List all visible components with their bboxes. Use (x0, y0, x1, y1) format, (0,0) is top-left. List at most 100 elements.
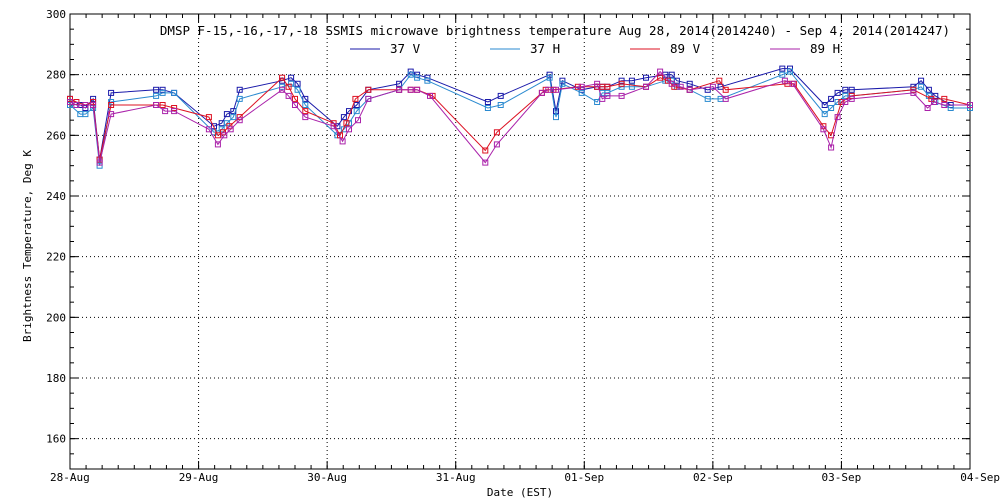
x-tick-label: 04-Sep (960, 471, 1000, 484)
data-point (493, 129, 500, 136)
data-point (722, 95, 729, 102)
data-point (559, 77, 566, 84)
data-point (343, 120, 350, 127)
data-point (294, 80, 301, 87)
data-point (910, 86, 917, 93)
data-point (407, 86, 414, 93)
x-tick-label: 28-Aug (50, 471, 90, 484)
y-tick-label: 280 (46, 69, 66, 82)
data-point (559, 80, 566, 87)
data-point (236, 95, 243, 102)
data-point (159, 102, 166, 108)
data-point (578, 83, 585, 90)
data-point (288, 74, 295, 81)
data-point (355, 117, 361, 124)
data-point (292, 95, 298, 102)
x-axis-label: Date (EST) (487, 486, 553, 499)
legend-label: 37 V (390, 41, 421, 56)
data-point (285, 83, 292, 90)
data-point (834, 99, 841, 105)
data-point (482, 159, 489, 166)
data-point (407, 68, 414, 75)
data-point (221, 132, 228, 139)
data-point (162, 108, 169, 115)
y-tick-label: 160 (46, 433, 66, 446)
data-point (594, 99, 601, 105)
data-point (821, 111, 828, 118)
data-point (842, 99, 849, 105)
x-tick-label: 29-Aug (179, 471, 219, 484)
data-point (931, 99, 937, 105)
data-point (159, 86, 166, 93)
data-point (789, 80, 796, 87)
data-point (67, 99, 73, 105)
data-point (353, 102, 360, 108)
data-point (828, 105, 835, 111)
data-point (497, 92, 504, 99)
data-point (396, 86, 403, 93)
data-point (236, 86, 243, 93)
x-tick-label: 02-Sep (693, 471, 733, 484)
data-point (230, 114, 237, 121)
data-point (941, 95, 948, 102)
data-point (618, 92, 625, 99)
data-point (353, 108, 360, 115)
data-point (545, 86, 552, 93)
data-point (618, 80, 625, 87)
data-point (779, 65, 786, 72)
data-point (414, 86, 421, 93)
data-point (82, 102, 89, 108)
data-point (643, 83, 649, 90)
data-point (779, 71, 786, 78)
data-point (668, 71, 675, 78)
data-point (159, 89, 166, 96)
data-point (226, 123, 233, 130)
data-point (657, 74, 664, 81)
data-point (346, 108, 352, 115)
data-point (618, 77, 625, 84)
data-point (820, 126, 827, 133)
data-point (96, 162, 103, 169)
data-point (108, 102, 115, 108)
legend-entry: 89 V (630, 41, 701, 56)
data-point (628, 83, 635, 90)
data-point (828, 95, 835, 102)
data-point (781, 77, 788, 84)
data-point (211, 123, 217, 130)
data-point (205, 114, 212, 121)
y-tick-label: 200 (46, 311, 66, 324)
data-point (153, 102, 160, 108)
data-point (279, 74, 286, 81)
data-point (424, 77, 431, 84)
data-point (842, 92, 849, 99)
data-point (594, 80, 601, 87)
data-point (294, 86, 301, 93)
data-point (578, 89, 585, 96)
data-point (205, 126, 212, 133)
data-point (171, 108, 178, 115)
legend-label: 37 H (530, 41, 560, 56)
y-tick-label: 260 (46, 129, 66, 142)
data-point (828, 144, 835, 151)
data-point (941, 102, 948, 108)
data-point (90, 95, 97, 102)
data-point (628, 77, 635, 84)
data-point (553, 86, 559, 93)
series-line (69, 70, 970, 166)
data-point (538, 89, 545, 96)
data-point (664, 77, 671, 84)
data-point (821, 102, 828, 108)
data-point (67, 95, 73, 102)
data-point (171, 105, 178, 111)
data-point (643, 74, 649, 81)
data-point (604, 83, 611, 90)
data-point (302, 108, 309, 115)
series-line (69, 68, 970, 160)
data-point (604, 92, 611, 99)
y-tick-label: 220 (46, 251, 66, 264)
data-point (285, 92, 292, 99)
legend-label: 89 V (670, 41, 701, 56)
data-point (704, 95, 711, 102)
data-point (236, 117, 243, 124)
